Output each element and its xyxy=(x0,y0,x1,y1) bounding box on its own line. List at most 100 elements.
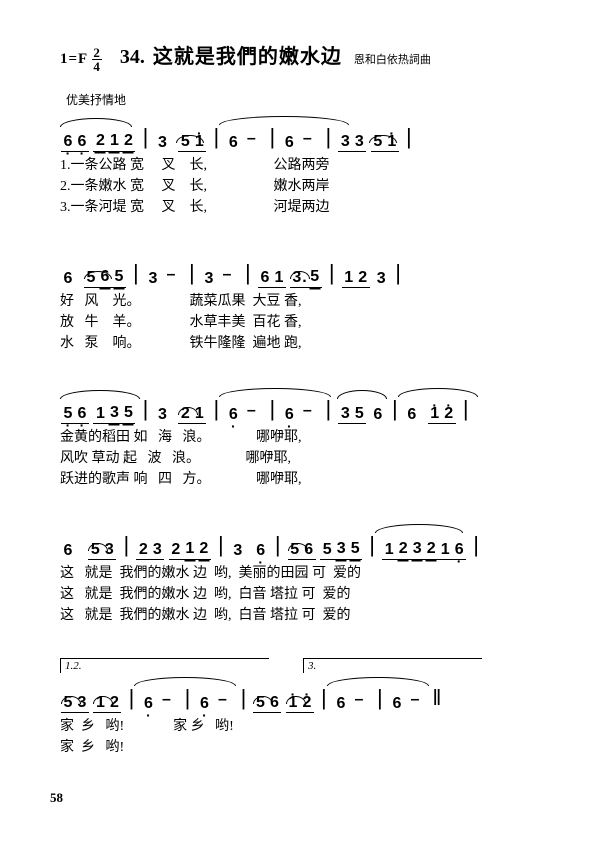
measure: 61 3.5 xyxy=(257,258,323,288)
barline: | xyxy=(138,124,152,152)
music-line: 66 212|3 51|6–|6–|33 51| xyxy=(60,114,565,152)
note: – xyxy=(348,691,370,713)
barline: | xyxy=(265,124,279,152)
note: 1 xyxy=(428,405,442,424)
note: 1 xyxy=(93,694,107,713)
note: 2 xyxy=(442,405,456,424)
note: 2 xyxy=(107,694,121,713)
volta-row: 1.2.3. xyxy=(60,658,565,673)
barline: | xyxy=(241,260,255,288)
page-number: 58 xyxy=(50,790,565,806)
measure: 3 6 xyxy=(230,530,269,560)
note: 6 xyxy=(226,406,240,424)
note: 2 xyxy=(93,132,107,152)
music-line: 6 565|3–|3–|61 3.5|12 3| xyxy=(60,250,565,288)
measure: 33 51 xyxy=(337,122,399,152)
lyric-line: 风吹 草动 起 波 浪。 哪咿耶, xyxy=(60,448,565,469)
lyric-line: 家 乡 哟! 家 乡 哟! xyxy=(60,716,565,737)
note: 6 xyxy=(61,542,75,560)
page: 1=F 2 4 34. 这就是我們的嫩水边 恩和白依热詞曲 优美抒情地 66 2… xyxy=(0,0,605,826)
system: 1.2.3.53 12|6–|6–|56 12|6–|6–‖家 乡 哟! 家 乡… xyxy=(60,658,565,758)
note: 6 xyxy=(405,406,419,424)
note: 1 xyxy=(286,694,300,713)
measure: 3 51 xyxy=(154,122,207,152)
system: 56 135|3 21|6–|6–|35 6|6 12|金黄的稻田 如 海 浪。… xyxy=(60,386,565,490)
barline: | xyxy=(271,532,285,560)
barline: | xyxy=(321,396,335,424)
note: 1 xyxy=(107,132,121,152)
note: 6 xyxy=(267,694,281,713)
measure: 6– xyxy=(225,122,263,152)
lyric-line: 家 乡 哟! xyxy=(60,737,565,758)
lyrics-block: 1.一条公路 宽 叉 长, 公路两旁2.一条嫩水 宽 叉 长, 嫩水两岸3.一条… xyxy=(60,155,565,218)
lyric-line: 3.一条河堤 宽 叉 长, 河堤两边 xyxy=(60,197,565,218)
note: 3 xyxy=(155,406,169,424)
title-row: 1=F 2 4 34. 这就是我們的嫩水边 恩和白依热詞曲 xyxy=(60,40,565,73)
lyric-line: 跃进的歌声 响 四 方。 哪咿耶, xyxy=(60,469,565,490)
music-line: 56 135|3 21|6–|6–|35 6|6 12| xyxy=(60,386,565,424)
note: 3 xyxy=(334,540,348,560)
note: 6 xyxy=(61,133,75,152)
measure: 6– xyxy=(281,122,319,152)
measure: 56 535 xyxy=(287,530,363,560)
note: 3 xyxy=(352,133,366,152)
note: 1 xyxy=(385,133,399,152)
volta-bracket: 3. xyxy=(303,658,482,673)
note: 1 xyxy=(438,541,452,560)
note: 3 xyxy=(75,694,89,713)
note: 3 xyxy=(231,542,245,560)
song-title: 这就是我們的嫩水边 xyxy=(153,40,342,69)
note: 5 xyxy=(320,541,334,560)
measure: 123216 xyxy=(381,530,467,560)
barline: | xyxy=(459,396,473,424)
measure: 6 53 xyxy=(60,530,117,560)
note: 6 xyxy=(61,270,75,288)
measure: 6– xyxy=(140,683,178,713)
lyrics-block: 金黄的稻田 如 海 浪。 哪咿耶,风吹 草动 起 波 浪。 哪咿耶,跃进的歌声 … xyxy=(60,427,565,490)
system: 6 53|23 212|3 6|56 535|123216|这 就是 我們的嫩水… xyxy=(60,522,565,626)
note: 1 xyxy=(342,269,356,288)
barline: | xyxy=(317,685,331,713)
barline: | xyxy=(214,532,228,560)
note: 3 xyxy=(150,541,164,560)
note: 5 xyxy=(61,405,75,424)
note: 5 xyxy=(84,269,98,288)
lyric-line: 好 风 光。 蔬菜瓜果 大豆 香, xyxy=(60,291,565,312)
measure: 66 212 xyxy=(60,122,136,152)
lyric-line: 放 牛 羊。 水草丰美 百花 香, xyxy=(60,312,565,333)
barline: | xyxy=(265,396,279,424)
note: 1 xyxy=(93,405,107,424)
key-signature: 1=F 2 4 xyxy=(60,46,102,73)
barline: | xyxy=(129,260,143,288)
time-signature: 2 4 xyxy=(92,46,102,73)
note: 5 xyxy=(352,405,366,424)
barline: | xyxy=(209,124,223,152)
note: – xyxy=(404,691,426,713)
note: – xyxy=(155,691,177,713)
barline: | xyxy=(236,685,250,713)
music-systems: 66 212|3 51|6–|6–|33 51|1.一条公路 宽 叉 长, 公路… xyxy=(60,114,565,758)
note: – xyxy=(240,130,262,152)
note: 3 xyxy=(102,541,116,560)
time-bot: 4 xyxy=(92,60,102,73)
measure: 6 565 xyxy=(60,258,127,288)
barline: | xyxy=(391,260,405,288)
note: 3 xyxy=(374,270,388,288)
note: 5 xyxy=(88,541,102,560)
barline: | xyxy=(124,685,138,713)
measure: 6– xyxy=(333,683,371,713)
barline: | xyxy=(325,260,339,288)
note: 2 xyxy=(136,541,150,560)
measure: 56 12 xyxy=(252,683,314,713)
lyric-line: 这 就是 我們的嫩水 边 哟, 美丽的田园 可 爱的 xyxy=(60,563,565,584)
note: 3 xyxy=(155,134,169,152)
measure: 6– xyxy=(196,683,234,713)
note: 6 xyxy=(141,695,155,713)
barline: | xyxy=(365,532,379,560)
note: 1 xyxy=(272,269,286,288)
measure: 3– xyxy=(201,258,239,288)
note: 6 xyxy=(302,541,316,560)
time-top: 2 xyxy=(92,46,102,60)
note: 3 xyxy=(146,270,160,288)
lyric-line: 这 就是 我們的嫩水 边 哟, 白音 塔拉 可 爱的 xyxy=(60,605,565,626)
